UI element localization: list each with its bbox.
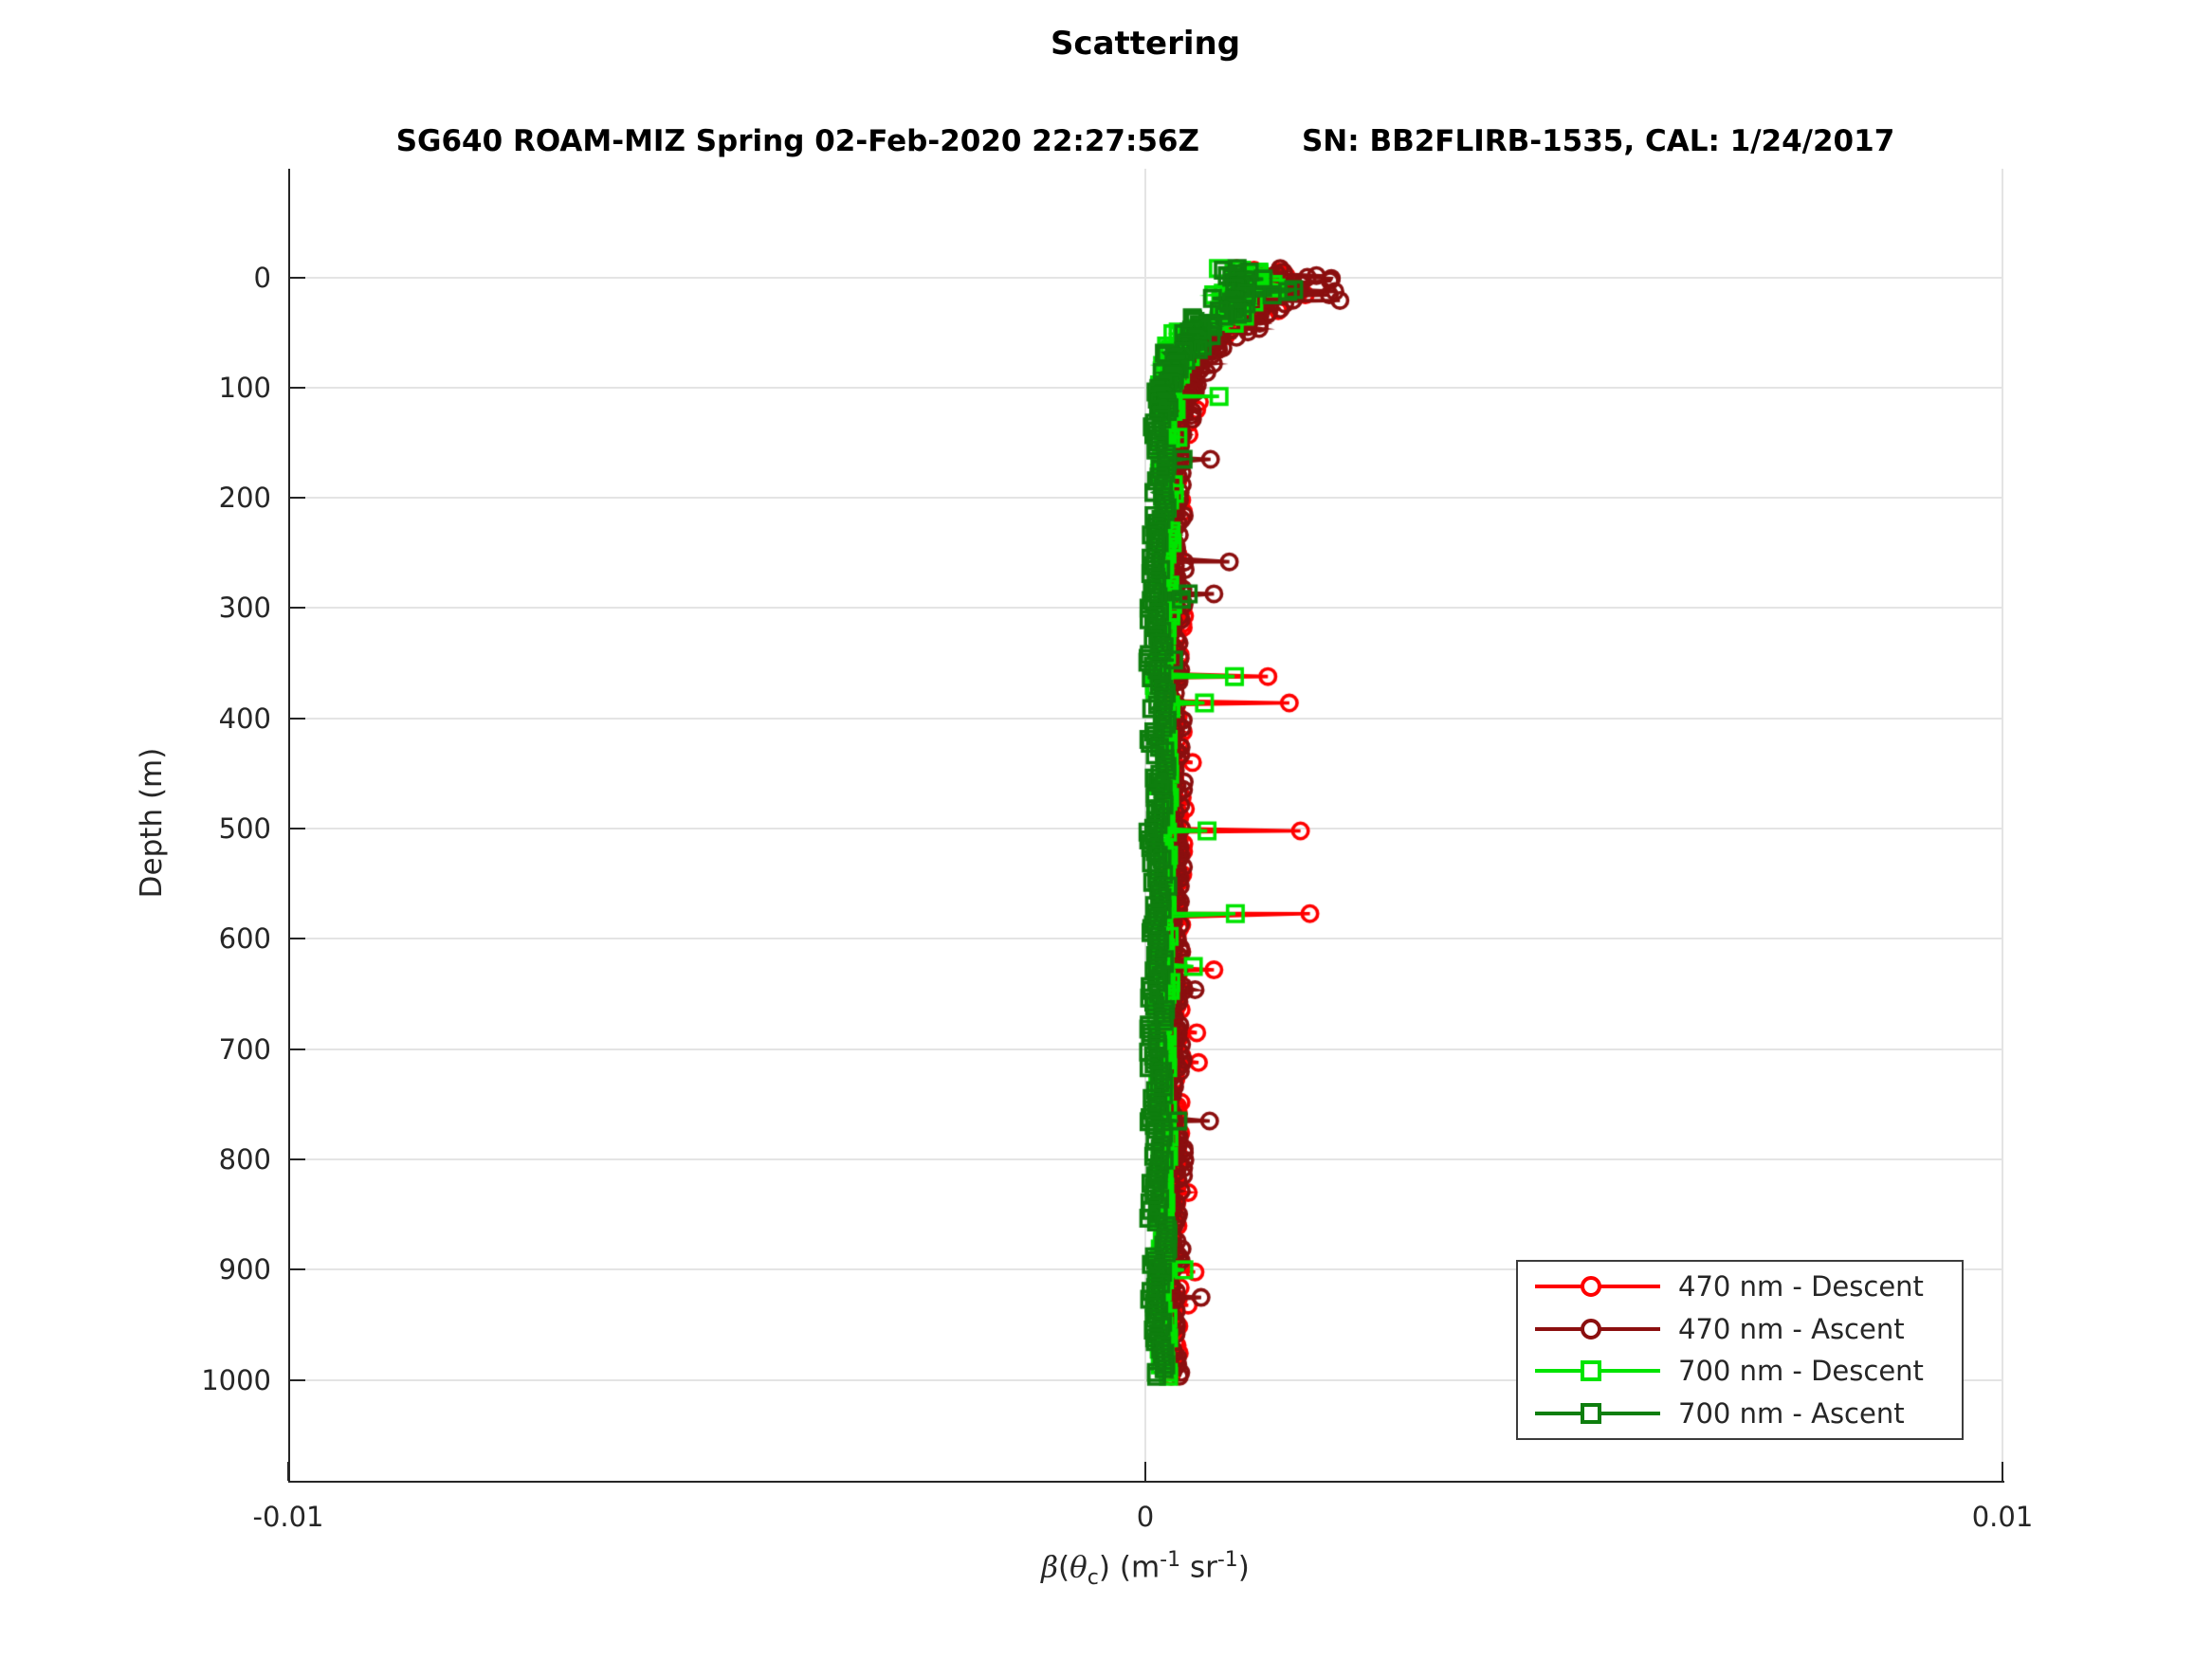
y-tick-label: 400 (218, 702, 271, 735)
y-tick-label: 1000 (201, 1363, 271, 1396)
v-gridline (2002, 169, 2003, 1481)
y-tick-label: 900 (218, 1253, 271, 1286)
legend-swatch-square-icon (1518, 1352, 1665, 1390)
y-tick-label: 500 (218, 812, 271, 846)
x-tick (2002, 1462, 2003, 1481)
x-tick-label: 0 (1136, 1501, 1155, 1533)
y-tick-label: 600 (218, 922, 271, 956)
y-tick-label: 100 (218, 371, 271, 404)
legend-label: 700 nm - Descent (1678, 1355, 1924, 1388)
y-tick-label: 700 (218, 1032, 271, 1066)
legend-swatch-circle-icon (1518, 1267, 1665, 1305)
legend-item[interactable]: 470 nm - Descent (1518, 1267, 1962, 1305)
legend-swatch-circle-icon (1518, 1310, 1665, 1348)
y-tick-label: 300 (218, 592, 271, 625)
subtitle-serial: SN: BB2FLIRB-1535, CAL: 1/24/2017 (1301, 124, 1895, 158)
theta-symbol: θ (1069, 1550, 1088, 1585)
subtitle-mission: SG640 ROAM-MIZ Spring 02-Feb-2020 22:27:… (395, 124, 1199, 158)
legend-item[interactable]: 700 nm - Descent (1518, 1352, 1962, 1390)
chart-title: Scattering (1050, 25, 1241, 63)
y-tick-label: 800 (218, 1143, 271, 1176)
x-tick-label: -0.01 (252, 1501, 324, 1533)
legend-label: 700 nm - Ascent (1678, 1396, 1905, 1430)
legend[interactable]: 470 nm - Descent 470 nm - Ascent 700 nm - … (1516, 1260, 1964, 1440)
legend-item[interactable]: 700 nm - Ascent (1518, 1395, 1962, 1432)
beta-symbol: β (1041, 1550, 1059, 1585)
y-tick-label: 0 (253, 261, 271, 294)
legend-label: 470 nm - Descent (1678, 1270, 1924, 1304)
legend-label: 470 nm - Ascent (1678, 1312, 1905, 1345)
x-axis-label: β(θc) (m-1 sr-1) (1041, 1548, 1250, 1590)
x-axis-spine (288, 1481, 2004, 1483)
x-tick-label: 0.01 (1971, 1501, 2034, 1533)
legend-item[interactable]: 470 nm - Ascent (1518, 1310, 1962, 1348)
y-tick-label: 200 (218, 482, 271, 515)
chart-subtitle: SG640 ROAM-MIZ Spring 02-Feb-2020 22:27:… (288, 124, 2002, 158)
legend-swatch-square-icon (1518, 1395, 1665, 1432)
